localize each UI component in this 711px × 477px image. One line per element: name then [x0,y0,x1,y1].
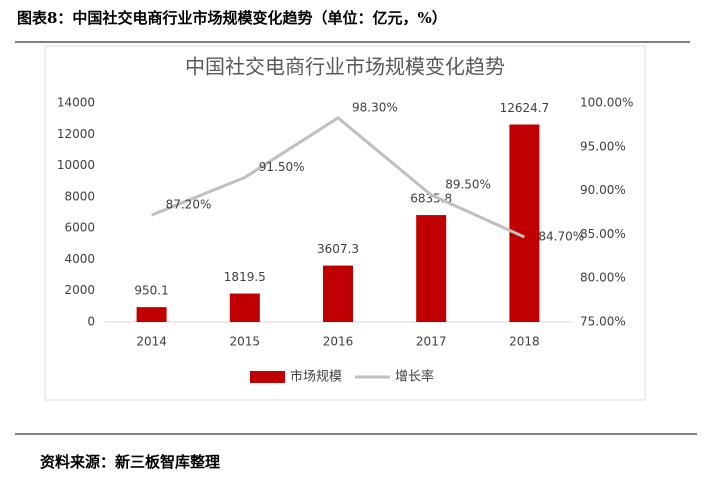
line-value-label: 87.20% [166,198,212,212]
source-note: 资料来源：新三板智库整理 [40,453,220,471]
y2-tick-label: 100.00% [580,96,633,110]
y2-tick-label: 80.00% [580,271,626,285]
y2-tick-label: 95.00% [580,139,626,153]
bar [416,215,447,322]
bar-value-label: 6835.8 [410,192,452,206]
bar [229,293,260,322]
chart-title: 中国社交电商行业市场规模变化趋势 [185,55,505,79]
y-tick-label: 2000 [64,283,95,297]
legend-swatch [250,371,285,383]
y2-tick-label: 90.00% [580,183,626,197]
y-tick-label: 8000 [64,189,95,203]
chart-frame [44,45,646,401]
bar-value-label: 3607.3 [317,242,359,256]
x-tick-label: 2017 [416,335,447,349]
bar-value-label: 12624.7 [500,101,550,115]
legend-label: 增长率 [395,369,434,385]
bar [323,265,353,322]
line-value-label: 84.70% [538,230,584,244]
line-value-label: 91.50% [259,160,305,174]
bar-value-label: 950.1 [134,284,168,298]
x-tick-label: 2018 [509,335,540,349]
y-tick-label: 4000 [64,252,95,266]
y2-tick-label: 85.00% [580,227,626,241]
figure-title: 图表8：中国社交电商行业市场规模变化趋势（单位：亿元，%） [17,9,447,27]
y2-tick-label: 75.00% [580,315,626,329]
bar-value-label: 1819.5 [224,270,266,284]
y-tick-label: 6000 [64,221,95,235]
x-tick-label: 2016 [323,335,354,349]
y-tick-label: 12000 [57,127,95,141]
y-tick-label: 14000 [57,96,95,110]
line [151,116,526,239]
bar [509,124,540,323]
bar [136,307,167,322]
x-tick-label: 2015 [230,335,261,349]
line-value-label: 98.30% [352,100,398,114]
y-tick-label: 0 [87,315,95,329]
y-tick-label: 10000 [57,158,95,172]
x-tick-label: 2014 [136,335,167,349]
legend-label: 市场规模 [290,369,342,385]
line-value-label: 89.50% [445,177,491,191]
